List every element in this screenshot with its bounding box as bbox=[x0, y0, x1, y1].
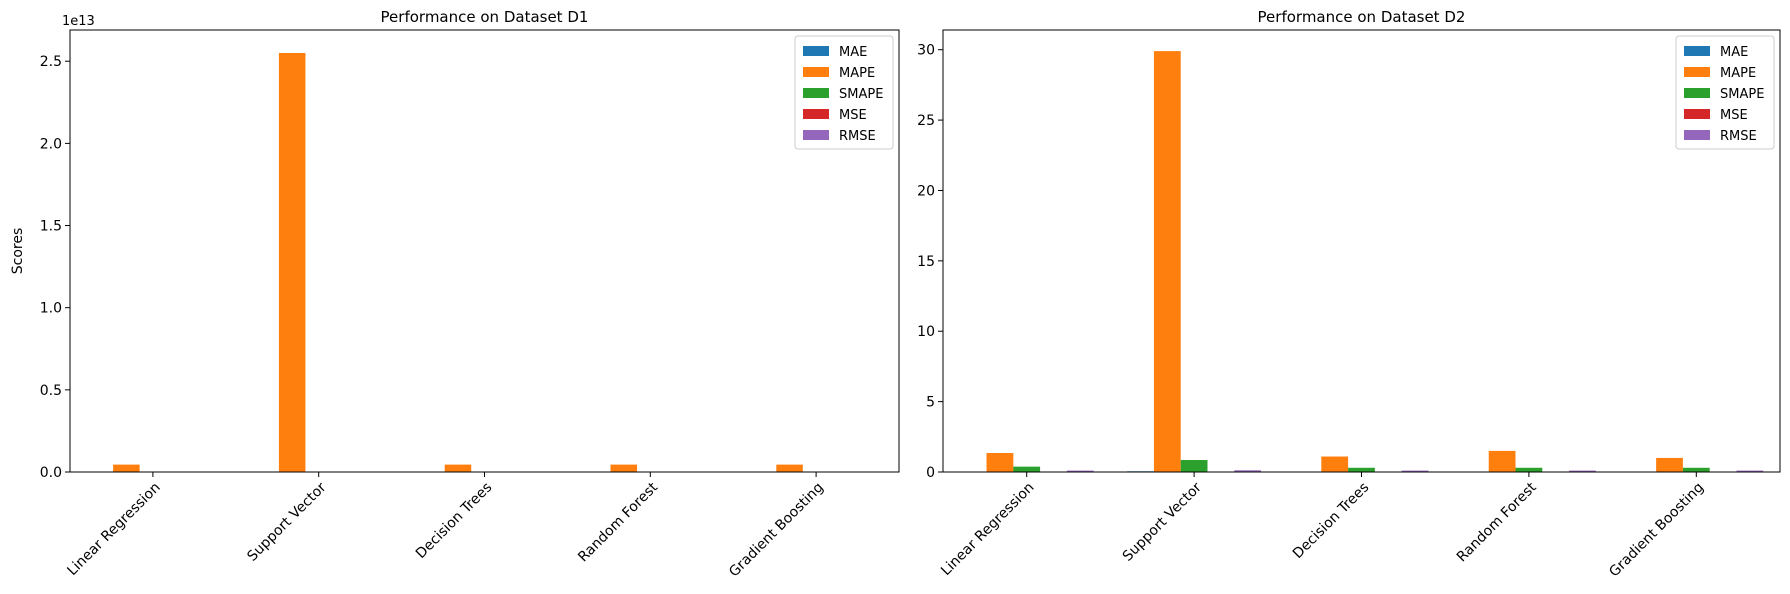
bar-smape-2 bbox=[1348, 468, 1375, 472]
bar-mape-3 bbox=[611, 465, 638, 472]
y-tick-label: 2.5 bbox=[40, 54, 62, 70]
legend-swatch-mae bbox=[803, 46, 829, 56]
bar-mape-1 bbox=[1154, 51, 1181, 472]
y-tick-label: 5 bbox=[926, 395, 935, 411]
bar-smape-0 bbox=[1013, 467, 1040, 472]
bar-mape-0 bbox=[113, 465, 140, 472]
legend-label-mse: MSE bbox=[1720, 108, 1748, 123]
y-axis-label: Scores bbox=[10, 228, 26, 275]
legend-label-mae: MAE bbox=[1720, 45, 1748, 60]
legend-swatch-smape bbox=[1684, 88, 1710, 98]
bar-smape-4 bbox=[1683, 468, 1710, 472]
legend-label-smape: SMAPE bbox=[1720, 87, 1764, 102]
legend-swatch-rmse bbox=[1684, 130, 1710, 140]
legend-swatch-mse bbox=[803, 109, 829, 119]
legend-swatch-smape bbox=[803, 88, 829, 98]
y-tick-label: 0 bbox=[926, 465, 935, 481]
bar-smape-1 bbox=[1181, 460, 1208, 472]
y-tick-label: 0.0 bbox=[40, 465, 62, 481]
bar-mape-4 bbox=[776, 465, 803, 472]
bar-mape-0 bbox=[987, 453, 1014, 472]
legend-label-rmse: RMSE bbox=[1720, 129, 1757, 144]
legend-label-rmse: RMSE bbox=[839, 129, 876, 144]
legend-swatch-rmse bbox=[803, 130, 829, 140]
y-tick-label: 20 bbox=[917, 183, 935, 199]
legend-swatch-mae bbox=[1684, 46, 1710, 56]
chart-title: Performance on Dataset D1 bbox=[381, 8, 589, 26]
bar-mape-4 bbox=[1656, 458, 1683, 472]
y-offset-text: 1e13 bbox=[62, 14, 95, 29]
bar-mape-2 bbox=[445, 465, 472, 472]
bar-mape-1 bbox=[279, 53, 306, 472]
bar-smape-3 bbox=[1516, 468, 1543, 472]
y-tick-label: 15 bbox=[917, 254, 935, 270]
legend-swatch-mse bbox=[1684, 109, 1710, 119]
legend-label-mape: MAPE bbox=[839, 66, 875, 81]
bar-mape-3 bbox=[1489, 451, 1516, 472]
legend-swatch-mape bbox=[803, 67, 829, 77]
legend-label-smape: SMAPE bbox=[839, 87, 883, 102]
y-tick-label: 1.0 bbox=[40, 301, 62, 317]
legend-label-mape: MAPE bbox=[1720, 66, 1756, 81]
chart-title: Performance on Dataset D2 bbox=[1258, 8, 1466, 26]
y-tick-label: 10 bbox=[917, 324, 935, 340]
legend-label-mae: MAE bbox=[839, 45, 867, 60]
y-tick-label: 25 bbox=[917, 113, 935, 129]
bar-mape-2 bbox=[1321, 457, 1348, 472]
y-tick-label: 2.0 bbox=[40, 136, 62, 152]
y-tick-label: 0.5 bbox=[40, 383, 62, 399]
y-tick-label: 1.5 bbox=[40, 219, 62, 235]
legend-swatch-mape bbox=[1684, 67, 1710, 77]
legend-label-mse: MSE bbox=[839, 108, 867, 123]
y-tick-label: 30 bbox=[917, 43, 935, 59]
